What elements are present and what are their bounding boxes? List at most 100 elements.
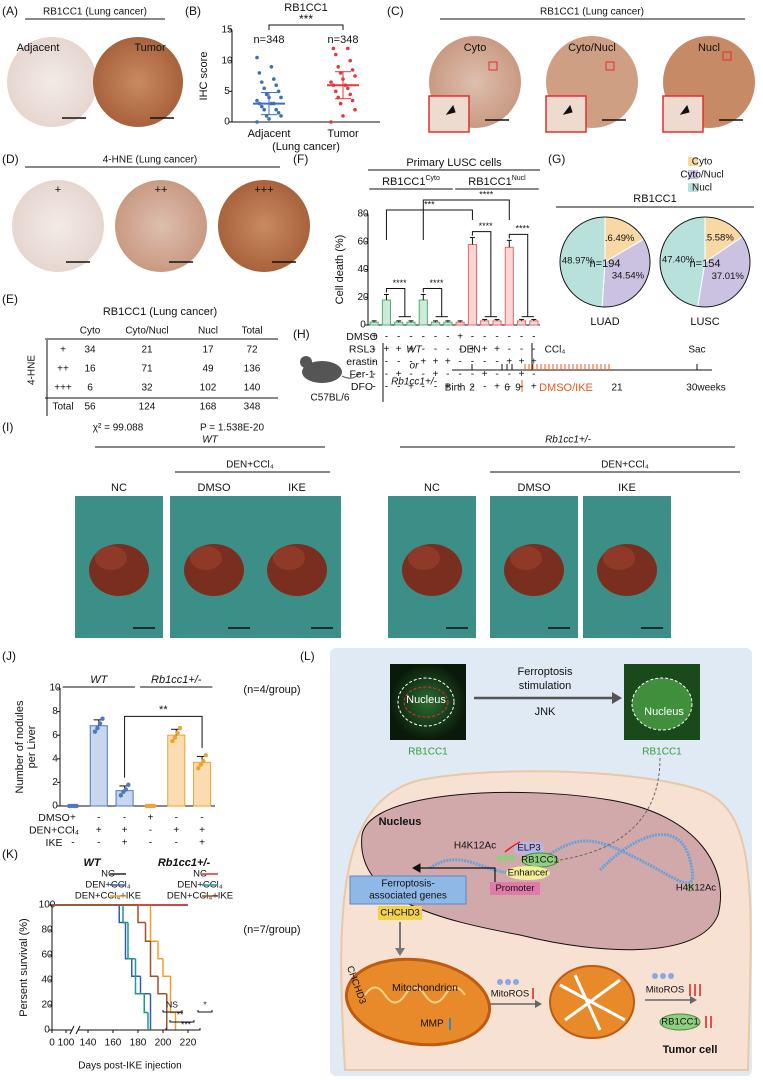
group-label: WT	[202, 435, 218, 446]
liver	[190, 546, 222, 570]
chart-title: Primary LUSC cells	[406, 157, 502, 169]
data-point	[274, 83, 279, 87]
treatment-symbol: +	[420, 357, 426, 368]
genes-label: associated genes	[369, 891, 447, 902]
promoter-box	[490, 882, 540, 895]
slice-label: 15.58%	[702, 233, 735, 244]
data-point	[336, 65, 341, 69]
panel-title: RB1CC1 (Lung cancer)	[540, 7, 644, 18]
group-superscript: Cyto	[426, 175, 441, 182]
inset-marker	[488, 61, 498, 71]
data-point	[338, 101, 343, 106]
significance: NS	[166, 999, 178, 1009]
micrograph	[390, 664, 466, 740]
rb1cc1-node	[521, 852, 559, 868]
y-axis-label: Cell death (%)	[334, 235, 346, 305]
arrowhead	[612, 692, 622, 704]
table-cell: 21	[141, 345, 153, 356]
dna	[429, 833, 695, 885]
treatment-symbol: -	[532, 369, 535, 380]
treatment-symbol: -	[422, 332, 425, 343]
protein-label: ELP3	[517, 843, 540, 854]
bar	[504, 246, 514, 326]
treatment-symbol: +	[519, 369, 525, 380]
bar	[529, 320, 539, 326]
treatment-symbol: -	[372, 344, 375, 355]
treatment-label: DEN+CCl₄	[601, 460, 649, 471]
bar	[406, 321, 416, 326]
y-tick-label: 40	[41, 975, 53, 986]
mouse-icon	[300, 356, 312, 368]
treatment-symbol: -	[471, 382, 474, 393]
image-label: Cyto	[464, 42, 487, 54]
treatment-symbol: -	[458, 344, 461, 355]
treatment-symbol: +	[457, 332, 463, 343]
treatment-symbol: +	[396, 369, 402, 380]
timeline-event: Sac	[688, 345, 705, 356]
table-cell: 140	[244, 383, 261, 394]
ros-label: MitoROS	[646, 985, 685, 996]
table-cell: 168	[200, 402, 217, 413]
significance-bracket	[169, 1020, 195, 1023]
condition-label: IKE	[618, 482, 636, 494]
data-point	[74, 803, 79, 809]
arrowhead	[445, 104, 456, 115]
data-point	[274, 107, 279, 112]
bar	[369, 321, 379, 326]
y-tick-label: 80	[357, 209, 369, 220]
timeline-label: 30weeks	[686, 383, 725, 394]
protein-label: RB1CC1	[642, 747, 682, 758]
ros-mark	[668, 973, 674, 979]
data-point	[262, 86, 267, 91]
damage-lines	[559, 974, 626, 1031]
data-point	[346, 86, 350, 91]
group-label: Rb1cc1+/-	[151, 674, 202, 686]
survival-step	[143, 993, 148, 1014]
data-point	[172, 735, 178, 740]
y-axis-label: Persent survival (%)	[18, 918, 30, 1016]
genotype: WT	[406, 345, 422, 356]
chart-title: RB1CC1	[633, 193, 676, 205]
data-point	[260, 104, 264, 109]
y-tick-label: 0	[224, 117, 230, 128]
treatment-symbol: -	[397, 332, 400, 343]
table-cell: 6	[87, 383, 93, 394]
treatment-symbol: -	[508, 332, 511, 343]
survival-step	[134, 958, 145, 995]
table-cell: 34	[84, 345, 96, 356]
table-statistic: P = 1.538E-20	[200, 423, 264, 434]
treatment-symbol: +	[96, 825, 102, 836]
treatment-symbol: -	[471, 357, 474, 368]
panel-label: (B)	[185, 4, 201, 18]
translocation-arrow	[559, 757, 661, 861]
data-point	[279, 114, 283, 118]
treatment-symbol: -	[149, 838, 152, 849]
data-point	[170, 738, 175, 744]
strain-label: C57BL/6	[311, 393, 350, 404]
bar	[381, 299, 391, 326]
significance-bracket	[508, 233, 529, 317]
data-point	[329, 80, 333, 84]
treatment-symbol: +	[531, 382, 537, 393]
y-tick-label: 60	[357, 236, 369, 247]
y-tick-label: 20	[41, 1000, 53, 1011]
mmp-label: MMP	[420, 1019, 444, 1030]
y-tick-label: 60	[41, 950, 53, 961]
x-tick-label: 200	[155, 1038, 172, 1049]
data-point	[175, 730, 180, 736]
tissue-image	[115, 180, 207, 272]
survival-step	[131, 958, 141, 977]
treatment-symbol: -	[508, 369, 511, 380]
ros-mark	[505, 979, 511, 985]
treatment-symbol: -	[97, 838, 100, 849]
condition-label: NC	[424, 482, 440, 494]
data-point	[257, 71, 262, 75]
data-point	[348, 92, 353, 97]
survival-step	[157, 976, 167, 995]
panel-label: (G)	[548, 152, 565, 166]
y-axis-label: Number of nodules	[14, 700, 26, 793]
data-point	[272, 77, 276, 81]
treatment-label: DMSO/IKE	[539, 382, 593, 394]
timeline-event: CCl₄	[545, 345, 566, 356]
